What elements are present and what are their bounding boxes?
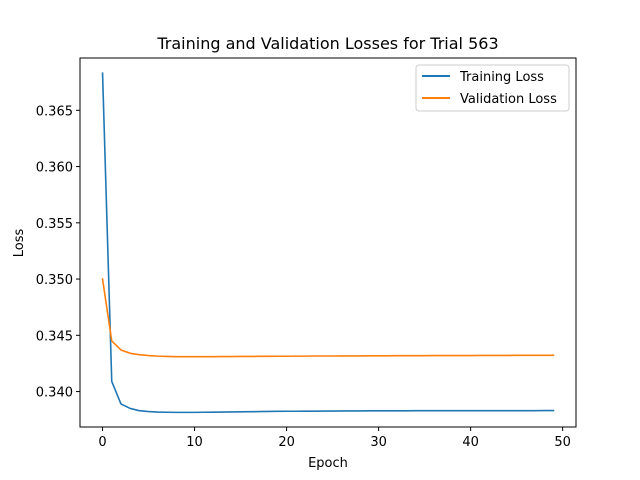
plot-frame [79,57,577,428]
x-tick-label: 10 [186,435,203,450]
chart-title: Training and Validation Losses for Trial… [156,34,498,53]
y-tick-label: 0.345 [36,329,73,344]
x-tick-label: 40 [462,435,479,450]
x-tick-label: 0 [98,435,106,450]
y-axis: 0.340 0.345 0.350 0.355 0.360 0.365 [36,104,80,401]
legend-box [415,64,570,112]
legend-label-training-loss: Training Loss [459,70,544,85]
x-tick-label: 20 [278,435,295,450]
series-layer [101,72,555,414]
x-tick-label: 30 [370,435,387,450]
plot-area [79,57,577,428]
y-tick-label: 0.365 [36,104,73,119]
series-line-validation-loss [101,278,555,358]
y-tick-label: 0.340 [36,386,73,401]
x-axis: 0 10 20 30 40 50 [98,427,571,450]
y-tick-label: 0.360 [36,161,73,176]
x-tick-label: 50 [554,435,571,450]
legend-label-validation-loss: Validation Loss [460,92,557,107]
legend: Training Loss Validation Loss [415,64,570,112]
x-axis-label: Epoch [308,456,348,471]
y-tick-label: 0.355 [36,217,73,232]
y-axis-label: Loss [12,229,27,258]
y-tick-label: 0.350 [36,273,73,288]
series-line-training-loss [101,72,555,414]
